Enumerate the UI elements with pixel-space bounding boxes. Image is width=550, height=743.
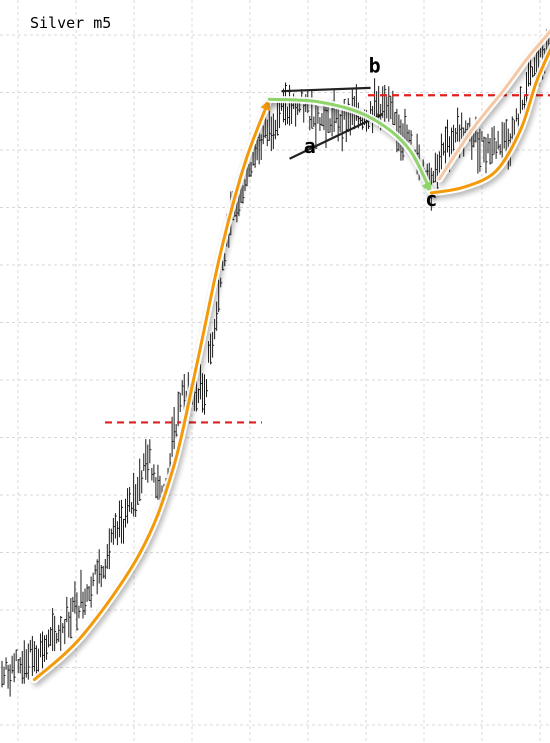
triangle-upper-line <box>281 86 371 93</box>
rally-curve-halo <box>30 95 273 684</box>
wave-label-c: c <box>425 187 437 211</box>
projection-curve <box>437 29 550 181</box>
triangle-trendlines <box>281 86 384 160</box>
wave-labels: a b c <box>304 53 438 210</box>
pullback-curve <box>267 97 433 195</box>
rally-curve <box>32 97 271 682</box>
wave-label-a: a <box>304 134 316 158</box>
price-bars <box>1 29 550 697</box>
recovery-curve <box>429 47 550 195</box>
horizontal-levels <box>105 94 550 424</box>
chart-title: Silver m5 <box>30 14 112 32</box>
wave-curves <box>30 26 550 684</box>
wave-label-b: b <box>369 53 381 77</box>
triangle-lower-line <box>289 112 384 160</box>
pullback-curve-arrowhead <box>421 180 432 193</box>
